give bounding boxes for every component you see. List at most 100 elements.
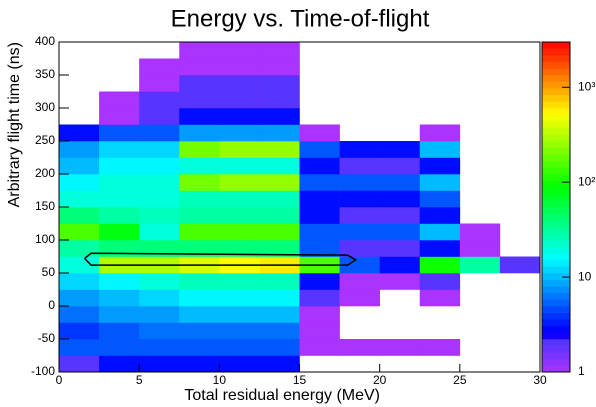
- heatmap-cell: [179, 289, 220, 307]
- heatmap-cell: [219, 273, 260, 290]
- heatmap-cell: [339, 339, 380, 356]
- heatmap-cell: [500, 75, 540, 92]
- heatmap-cell: [379, 223, 421, 241]
- heatmap-cell: [500, 125, 540, 142]
- cut-contour: [84, 252, 358, 266]
- heatmap-cell: [419, 174, 461, 191]
- colorbar-swatch: [542, 345, 570, 353]
- heatmap-cell: [299, 174, 340, 191]
- heatmap-cell: [379, 256, 421, 274]
- x-tick-label: 10: [213, 373, 227, 387]
- colorbar-swatch: [542, 266, 570, 274]
- heatmap-cell: [139, 207, 180, 224]
- heatmap-cell: [379, 157, 421, 175]
- y-axis-label: Arbitrary flight time (ns): [6, 42, 23, 207]
- heatmap-cell: [259, 91, 300, 109]
- heatmap-cell: [339, 256, 380, 274]
- heatmap-cell: [499, 256, 541, 274]
- x-tick-label: 25: [453, 373, 467, 387]
- heatmap-cell: [99, 289, 140, 307]
- heatmap-cell: [460, 273, 500, 290]
- heatmap-cell: [139, 355, 180, 373]
- heatmap-cell: [500, 174, 540, 191]
- x-tick-label: 5: [136, 373, 143, 387]
- colorbar-swatch: [542, 48, 570, 56]
- heatmap-cell: [259, 306, 300, 323]
- heatmap-cell: [139, 240, 180, 257]
- colorbar-swatch: [542, 365, 570, 373]
- colorbar-swatch: [542, 81, 570, 89]
- heatmap-cell: [59, 256, 100, 274]
- heatmap-cell: [259, 42, 300, 59]
- heatmap-cell: [259, 157, 300, 175]
- heatmap-cell: [99, 108, 140, 125]
- heatmap-cell: [219, 223, 260, 241]
- heatmap-cell: [139, 289, 180, 307]
- heatmap-cell: [500, 158, 540, 175]
- heatmap-cell: [299, 289, 340, 307]
- z-tick-label: 10³: [578, 79, 595, 93]
- colorbar-swatch: [542, 299, 570, 307]
- heatmap-cell: [59, 339, 100, 356]
- heatmap-cell: [460, 339, 500, 356]
- heatmap-cell: [460, 356, 500, 373]
- heatmap-cell: [259, 289, 300, 307]
- heatmap-cell: [259, 223, 300, 241]
- colorbar-swatch: [542, 332, 570, 340]
- heatmap-cell: [59, 355, 100, 373]
- heatmap-cell: [339, 223, 380, 241]
- colorbar-swatch: [542, 147, 570, 155]
- y-tick-label: -50: [38, 331, 56, 345]
- heatmap-cell: [500, 108, 540, 125]
- colorbar-swatch: [542, 68, 570, 76]
- heatmap-cell: [59, 157, 100, 175]
- heatmap-cell: [59, 59, 99, 76]
- heatmap-cell: [259, 141, 300, 158]
- colorbar-swatch: [542, 213, 570, 221]
- colorbar-swatch: [542, 319, 570, 327]
- heatmap-cell: [420, 42, 460, 59]
- heatmap-cell: [419, 190, 461, 208]
- colorbar-swatch: [542, 286, 570, 294]
- heatmap-cell: [259, 190, 300, 208]
- heatmap-cell: [500, 290, 540, 307]
- heatmap-cell: [179, 273, 220, 290]
- heatmap-cell: [460, 108, 500, 125]
- colorbar-swatch: [542, 220, 570, 228]
- y-tick-label: 400: [35, 34, 55, 48]
- heatmap-cell: [139, 339, 180, 356]
- heatmap-cell: [219, 174, 260, 191]
- heatmap-cell: [340, 108, 380, 125]
- heatmap-cell: [59, 207, 100, 224]
- heatmap-cell: [340, 92, 380, 109]
- colorbar-swatch: [542, 312, 570, 320]
- heatmap-cell: [339, 273, 380, 290]
- heatmap-cell: [179, 190, 220, 208]
- heatmap-cell: [380, 42, 420, 59]
- colorbar-swatch: [542, 207, 570, 214]
- heatmap-cell: [380, 356, 420, 373]
- colorbar-swatch: [542, 121, 570, 129]
- heatmap-cell: [500, 339, 540, 356]
- heatmap-cell: [259, 58, 300, 76]
- heatmap-cell: [139, 322, 180, 340]
- heatmap-cell: [219, 306, 260, 323]
- heatmap-cell: [339, 207, 380, 224]
- heatmap-cell: [299, 339, 340, 356]
- y-tick-label: 150: [35, 199, 55, 213]
- heatmap-cell: [419, 273, 461, 290]
- heatmap-cell: [500, 323, 540, 340]
- heatmap-cell: [460, 207, 500, 224]
- heatmap-cell: [380, 108, 420, 125]
- colorbar-swatch: [542, 167, 570, 175]
- colorbar-swatch: [542, 200, 570, 208]
- colorbar-swatch: [542, 174, 570, 181]
- heatmap-cell: [299, 157, 340, 175]
- y-tick-label: 300: [35, 100, 55, 114]
- heatmap-cell: [460, 125, 500, 142]
- colorbar-frame: [541, 41, 571, 373]
- heatmap-cell: [299, 141, 340, 158]
- heatmap-cell: [139, 174, 180, 191]
- heatmap-cell: [380, 290, 420, 307]
- heatmap-cell: [219, 240, 260, 257]
